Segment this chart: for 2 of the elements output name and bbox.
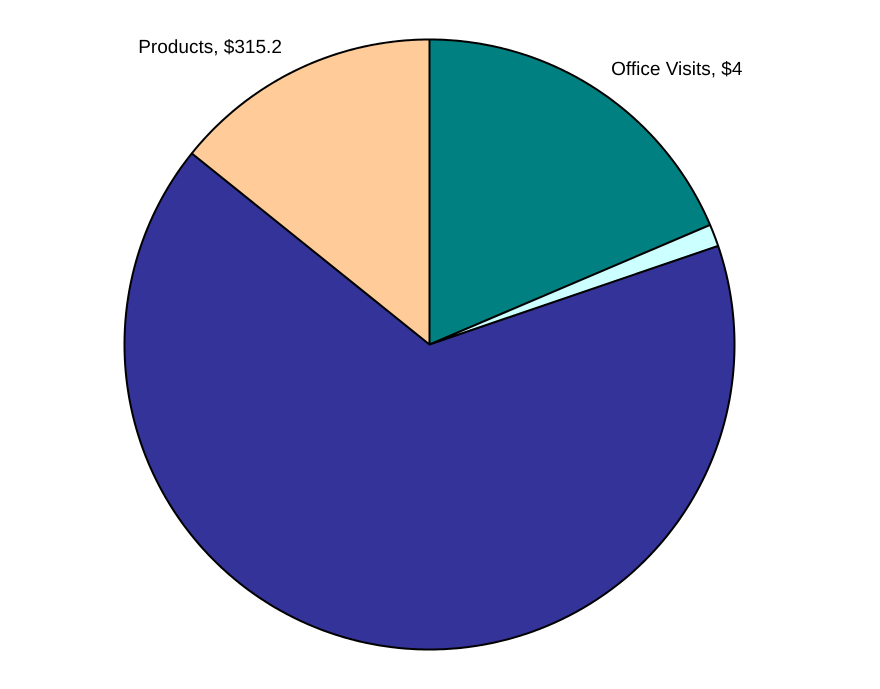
slice-label: Office Visits, $4 — [611, 59, 743, 80]
slice-label: Products, $315.2 — [138, 36, 282, 58]
